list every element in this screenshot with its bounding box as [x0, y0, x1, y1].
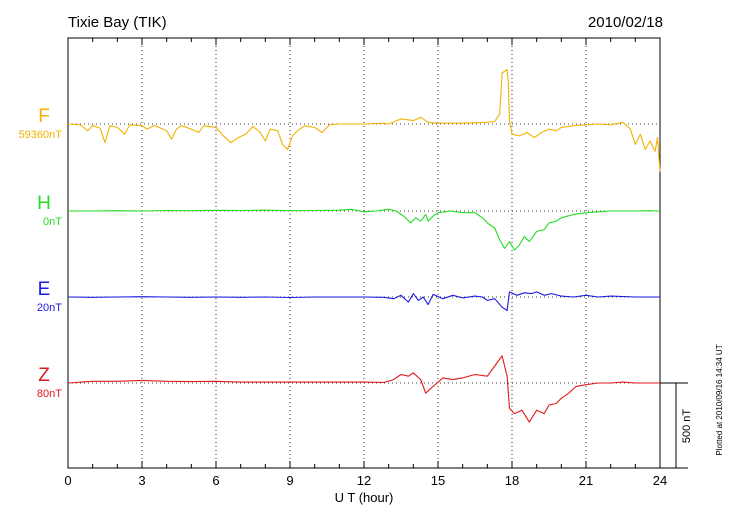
- x-tick-label: 18: [505, 473, 519, 488]
- x-axis-title: U T (hour): [335, 490, 394, 505]
- component-label-e: E: [38, 279, 51, 300]
- component-offset-h: 0nT: [43, 216, 62, 228]
- x-tick-label: 3: [138, 473, 145, 488]
- series-line-h: [68, 208, 661, 251]
- component-labels: F 59360nT H 0nT E 20nT Z 80nT: [19, 106, 63, 400]
- date-label: 2010/02/18: [588, 14, 663, 31]
- scale-bar: 500 nT: [660, 382, 693, 469]
- x-axis-ticks: 0 3 6 9 12 15 18 21 24: [64, 38, 667, 488]
- series-group: [67, 69, 661, 423]
- x-tick-label: 15: [431, 473, 445, 488]
- x-tick-label: 21: [579, 473, 593, 488]
- grid: [68, 38, 660, 468]
- series-line-f: [67, 69, 661, 172]
- x-tick-label: 0: [64, 473, 71, 488]
- component-offset-e: 20nT: [37, 302, 62, 314]
- scale-bar-label: 500 nT: [681, 409, 693, 444]
- x-tick-label: 12: [357, 473, 371, 488]
- series-line-z: [67, 355, 660, 423]
- series-line-e: [67, 291, 660, 312]
- component-label-f: F: [38, 106, 50, 127]
- x-tick-label: 9: [286, 473, 293, 488]
- component-offset-z: 80nT: [37, 388, 62, 400]
- component-label-z: Z: [38, 365, 50, 386]
- component-label-h: H: [37, 193, 51, 214]
- x-tick-label: 6: [212, 473, 219, 488]
- station-title: Tixie Bay (TIK): [68, 14, 167, 31]
- component-offset-f: 59360nT: [19, 129, 63, 141]
- x-tick-label: 24: [653, 473, 667, 488]
- plotted-timestamp: Plotted at 2010/09/16 14:34 UT: [715, 344, 724, 455]
